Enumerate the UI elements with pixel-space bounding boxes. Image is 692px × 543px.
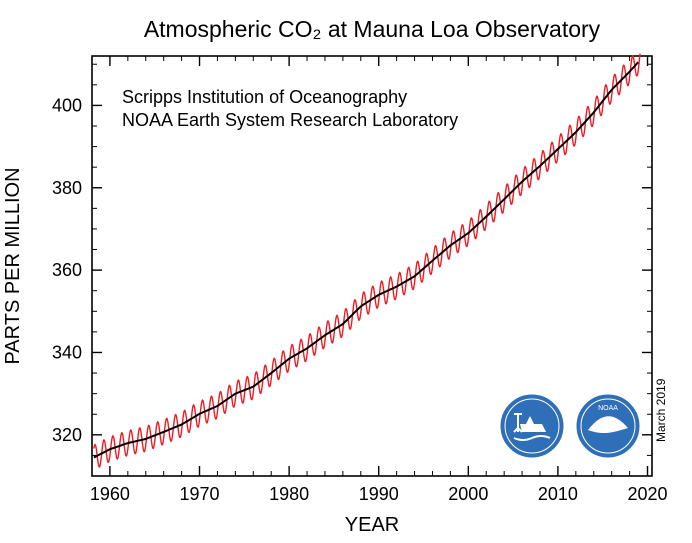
- svg-text:1970: 1970: [179, 484, 219, 504]
- date-stamp: March 2019: [654, 379, 668, 442]
- svg-text:2000: 2000: [448, 484, 488, 504]
- chart-frame: 1960 1970 1980 1990 2000 2010 2020 320 340 360 380…: [0, 0, 692, 543]
- svg-text:380: 380: [52, 178, 82, 198]
- svg-text:NOAA: NOAA: [598, 405, 618, 412]
- noaa-logo: NOAA: [576, 394, 640, 458]
- attribution-block: Scripps Institution of Oceanography NOAA…: [122, 86, 458, 131]
- y-axis-label: PARTS PER MILLION: [2, 166, 25, 366]
- chart-title: Atmospheric CO₂ at Mauna Loa Observatory: [92, 16, 652, 43]
- scripps-logo: [500, 394, 564, 458]
- svg-text:400: 400: [52, 95, 82, 115]
- attribution-line1: Scripps Institution of Oceanography: [122, 86, 458, 109]
- svg-text:1960: 1960: [90, 484, 130, 504]
- attribution-line2: NOAA Earth System Research Laboratory: [122, 109, 458, 132]
- svg-text:360: 360: [52, 260, 82, 280]
- svg-text:2020: 2020: [627, 484, 667, 504]
- svg-text:340: 340: [52, 342, 82, 362]
- svg-text:1990: 1990: [359, 484, 399, 504]
- svg-text:320: 320: [52, 425, 82, 445]
- svg-text:1980: 1980: [269, 484, 309, 504]
- x-axis-label: YEAR: [92, 514, 652, 537]
- svg-text:2010: 2010: [538, 484, 578, 504]
- chart-svg: 1960 1970 1980 1990 2000 2010 2020 320 340 360 380…: [0, 0, 692, 543]
